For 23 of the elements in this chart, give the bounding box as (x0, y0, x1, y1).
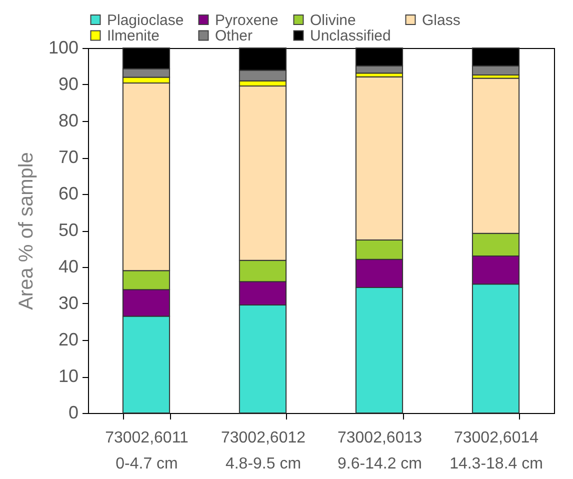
y-tick-label: 90 (58, 74, 78, 94)
x-tick-label: 73002,6012 4.8-9.5 cm (220, 430, 306, 472)
y-tick-label: 80 (58, 110, 78, 130)
y-tick-label: 60 (58, 184, 78, 204)
legend-label: Unclassified (310, 28, 391, 44)
x-tick-label: 73002,6011 0-4.7 cm (105, 430, 189, 472)
y-tick-label: 0 (68, 402, 78, 422)
y-tick-label: 10 (58, 366, 78, 386)
legend-label: Plagioclase (107, 12, 184, 29)
y-tick-label: 20 (58, 330, 78, 350)
x-tick-label: 73002,6013 9.6-14.2 cm (337, 430, 422, 472)
legend-label: Glass (422, 12, 460, 29)
y-axis-title: Area % of sample (15, 152, 38, 310)
legend-label: Other (215, 28, 253, 44)
y-tick-label: 50 (58, 220, 78, 240)
legend-label: Olivine (310, 12, 356, 29)
legend-label: Ilmenite (107, 28, 160, 44)
y-tick-label: 70 (58, 147, 78, 167)
x-tick-label: 73002,6014 14.3-18.4 cm (450, 430, 543, 472)
legend-label: Pyroxene (215, 12, 278, 29)
y-tick-label: 40 (58, 256, 78, 276)
y-tick-label: 100 (48, 38, 78, 58)
y-tick-label: 30 (58, 293, 78, 313)
